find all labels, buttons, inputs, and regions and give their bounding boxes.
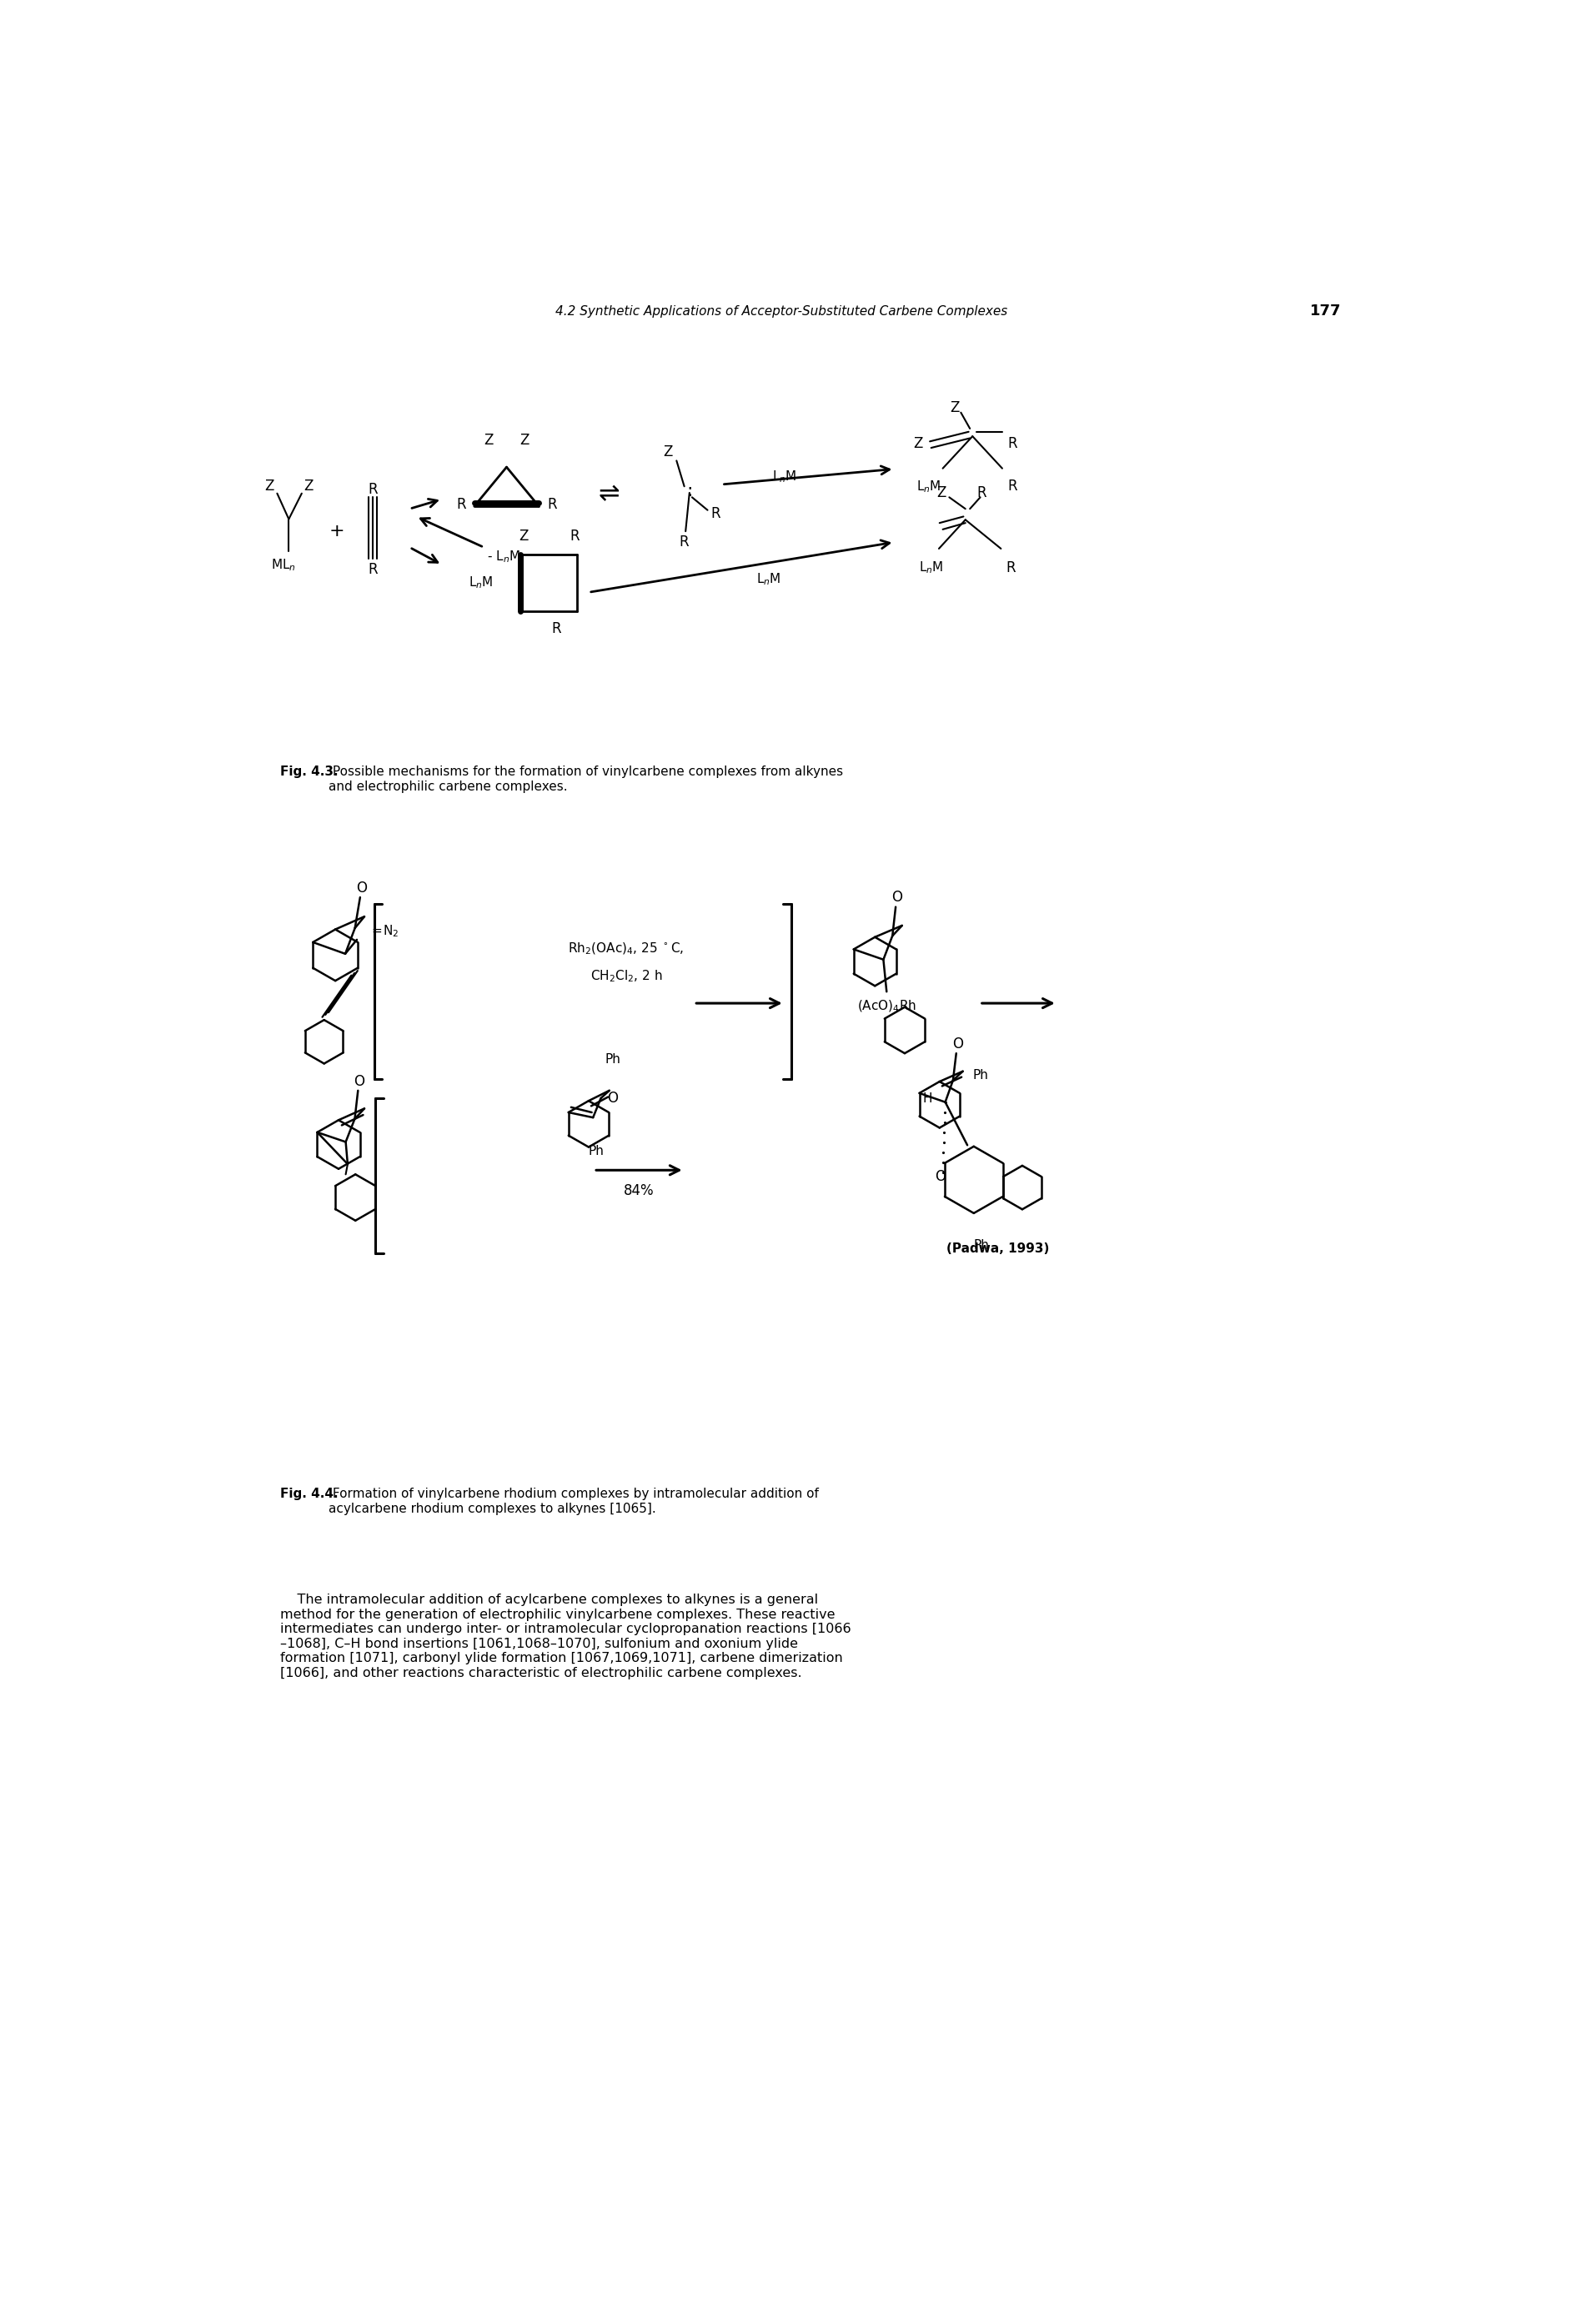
Text: O: O [354, 1074, 364, 1090]
Text: Formation of vinylcarbene rhodium complexes by intramolecular addition of
acylca: Formation of vinylcarbene rhodium comple… [329, 1488, 819, 1516]
Text: L$_n$M: L$_n$M [468, 574, 493, 590]
Text: :: : [686, 484, 693, 500]
Text: Z: Z [937, 486, 946, 500]
Text: Possible mechanisms for the formation of vinylcarbene complexes from alkynes
and: Possible mechanisms for the formation of… [329, 766, 843, 794]
Text: L$_n$M: L$_n$M [916, 479, 940, 495]
Text: Z: Z [913, 435, 922, 451]
Text: R: R [367, 562, 377, 576]
Text: ML$_n$: ML$_n$ [271, 558, 295, 574]
Text: 84%: 84% [624, 1182, 654, 1199]
Text: R: R [710, 507, 720, 521]
Text: 4.2 Synthetic Applications of Acceptor-Substituted Carbene Complexes: 4.2 Synthetic Applications of Acceptor-S… [555, 305, 1007, 317]
Text: Fig. 4.3.: Fig. 4.3. [281, 766, 338, 778]
Text: O: O [356, 882, 367, 896]
Text: Ph: Ph [974, 1238, 990, 1252]
Text: R: R [1007, 435, 1017, 451]
Text: The intramolecular addition of acylcarbene complexes to alkynes is a general
met: The intramolecular addition of acylcarbe… [281, 1594, 851, 1680]
Text: +: + [329, 523, 345, 539]
Text: R: R [551, 622, 560, 636]
Text: L$_n$M: L$_n$M [772, 470, 796, 484]
Text: R: R [570, 530, 579, 544]
Text: R: R [456, 498, 466, 511]
Text: H: H [922, 1092, 932, 1106]
Text: Ph: Ph [587, 1145, 603, 1157]
Text: Z: Z [662, 444, 672, 460]
Text: O: O [934, 1169, 945, 1185]
Text: CH$_2$Cl$_2$, 2 h: CH$_2$Cl$_2$, 2 h [591, 970, 662, 983]
Text: (AcO)$_4$Rh: (AcO)$_4$Rh [857, 1000, 916, 1014]
Text: 177: 177 [1309, 303, 1341, 319]
Text: Z: Z [519, 530, 528, 544]
Text: $=\!$N$_2$: $=\!$N$_2$ [370, 923, 399, 939]
Text: R: R [547, 498, 557, 511]
Text: O: O [891, 891, 902, 905]
Text: R: R [367, 481, 377, 498]
Text: Z: Z [265, 479, 275, 493]
Text: Z: Z [484, 433, 493, 447]
Text: Ph: Ph [972, 1069, 988, 1081]
Text: R: R [1005, 560, 1015, 576]
Text: L$_n$M: L$_n$M [918, 560, 943, 576]
Text: $\rightleftharpoons$: $\rightleftharpoons$ [594, 481, 619, 507]
Text: O: O [951, 1037, 962, 1053]
Text: Z: Z [950, 400, 959, 414]
Text: L$_n$M: L$_n$M [755, 572, 780, 588]
Text: (Padwa, 1993): (Padwa, 1993) [946, 1243, 1049, 1254]
Text: Rh$_2$(OAc)$_4$, 25 $^\circ$C,: Rh$_2$(OAc)$_4$, 25 $^\circ$C, [568, 942, 683, 956]
Text: Z: Z [303, 479, 313, 493]
Text: R: R [678, 535, 689, 551]
Text: R: R [977, 486, 986, 500]
Text: O: O [606, 1090, 618, 1106]
Text: Fig. 4.4.: Fig. 4.4. [281, 1488, 338, 1499]
Text: Ph: Ph [605, 1053, 621, 1067]
Text: - L$_n$M: - L$_n$M [487, 548, 520, 565]
Text: Z: Z [520, 433, 530, 447]
Text: R: R [1007, 479, 1017, 493]
